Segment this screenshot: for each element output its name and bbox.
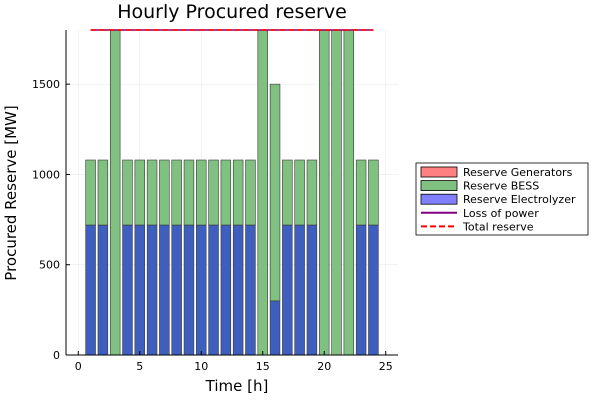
bar-reserve-bess: [306, 159, 318, 226]
legend-label: Reserve BESS: [463, 180, 539, 193]
bar-reserve-electrolyzer: [122, 224, 133, 356]
x-tick-label: 5: [136, 360, 143, 373]
bar-reserve-bess: [331, 29, 342, 356]
legend-swatch: [420, 166, 458, 178]
bar-reserve-electrolyzer: [134, 224, 145, 356]
bar-reserve-bess: [97, 159, 109, 226]
bar-reserve-electrolyzer: [159, 224, 170, 356]
x-tick-label: 20: [317, 360, 331, 373]
bar-reserve-bess: [122, 159, 133, 226]
bar-reserve-bess: [343, 29, 355, 356]
bar-reserve-electrolyzer: [232, 224, 244, 356]
bar-reserve-bess: [257, 29, 268, 356]
legend-label: Loss of power: [463, 207, 539, 220]
bar-reserve-electrolyzer: [208, 224, 219, 356]
y-tick-label: 500: [39, 259, 60, 272]
bar-reserve-bess: [208, 159, 219, 226]
bar-reserve-electrolyzer: [183, 224, 195, 356]
bar-reserve-bess: [232, 159, 244, 226]
bar-reserve-bess: [368, 159, 379, 226]
bar-reserve-electrolyzer: [306, 224, 318, 356]
bar-reserve-electrolyzer: [220, 224, 232, 356]
bar-reserve-bess: [134, 159, 145, 226]
legend-label: Reserve Generators: [463, 166, 573, 179]
legend-label: Total reserve: [462, 220, 534, 233]
legend-swatch: [420, 193, 458, 205]
tick-labels: 0 5 10 15 20 25 0 500 1000 1500: [32, 78, 393, 373]
x-tick-label: 0: [75, 360, 82, 373]
chart-title: Hourly Procured reserve: [117, 1, 347, 23]
bar-reserve-bess: [159, 159, 170, 226]
bar-reserve-electrolyzer: [146, 224, 158, 356]
axes: [65, 30, 398, 356]
bar-reserve-bess: [245, 159, 256, 226]
bar-reserve-bess: [109, 29, 121, 356]
bar-reserve-electrolyzer: [97, 224, 109, 356]
bar-reserve-bess: [183, 159, 195, 226]
x-axis-label: Time [h]: [205, 377, 269, 395]
bar-reserve-bess: [85, 159, 96, 226]
bar-reserve-bess: [196, 159, 207, 226]
bar-reserve-electrolyzer: [269, 300, 281, 356]
bar-reserve-bess: [294, 159, 305, 226]
bar-reserve-electrolyzer: [171, 224, 182, 356]
bar-reserve-bess: [171, 159, 182, 226]
bar-reserve-bess: [146, 159, 158, 226]
legend-label: Reserve Electrolyzer: [463, 193, 576, 206]
x-tick-label: 25: [379, 360, 393, 373]
y-tick-label: 0: [53, 349, 60, 362]
bar-reserve-bess: [269, 83, 281, 302]
x-tick-label: 15: [256, 360, 270, 373]
bar-reserve-bess: [220, 159, 232, 226]
legend-swatch: [420, 180, 458, 192]
y-tick-label: 1000: [32, 168, 60, 181]
bar-reserve-electrolyzer: [368, 224, 379, 356]
bar-reserve-bess: [355, 159, 367, 226]
bar-reserve-electrolyzer: [245, 224, 256, 356]
bars: [85, 29, 379, 356]
bar-reserve-electrolyzer: [196, 224, 207, 356]
bar-reserve-bess: [319, 29, 330, 356]
x-tick-label: 10: [194, 360, 208, 373]
bar-reserve-electrolyzer: [282, 224, 293, 356]
y-tick-label: 1500: [32, 78, 60, 91]
bar-reserve-electrolyzer: [355, 224, 367, 356]
bar-reserve-electrolyzer: [294, 224, 305, 356]
y-axis-label: Procured Reserve [MW]: [2, 105, 20, 280]
bar-reserve-bess: [282, 159, 293, 226]
bar-reserve-electrolyzer: [85, 224, 96, 356]
